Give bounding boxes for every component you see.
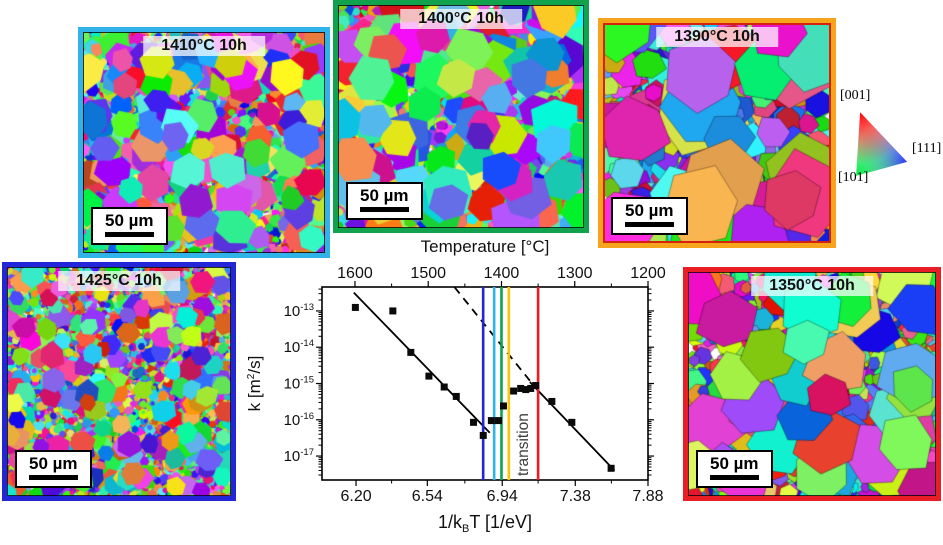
data-point — [407, 348, 415, 356]
ebsd-map-panel-1350: 1350°C 10h 50 µm — [683, 267, 941, 501]
panel-temperature-label: 1410°C 10h — [143, 36, 265, 56]
data-point — [495, 417, 503, 425]
data-point — [568, 418, 576, 426]
ebsd-map-panel-1400: 1400°C 10h 50 µm — [333, 0, 589, 233]
transition-annotation: transition — [515, 413, 532, 476]
scale-bar-rule — [29, 475, 78, 480]
scale-bar-rule — [710, 475, 759, 480]
bottom-axis-tick-label: 6.94 — [487, 488, 518, 505]
scale-bar-label: 50 µm — [710, 454, 759, 473]
data-point — [389, 307, 397, 315]
data-point — [517, 384, 525, 392]
bottom-axis-tick-label: 6.20 — [340, 488, 371, 505]
panel-temperature-label: 1425°C 10h — [58, 271, 180, 291]
scale-bar: 50 µm — [15, 450, 92, 488]
top-axis-tick-label: 1300 — [557, 265, 593, 282]
scale-bar-label: 50 µm — [29, 454, 78, 473]
bottom-axis-tick-label: 6.54 — [412, 488, 443, 505]
ebsd-map-panel-1410: 1410°C 10h 50 µm — [78, 27, 330, 258]
scale-bar-rule — [625, 222, 674, 227]
y-axis-tick-label: 10-17 — [284, 447, 314, 465]
y-axis-tick-label: 10-15 — [284, 375, 314, 393]
ipf-color-triangle — [856, 112, 908, 176]
data-point — [532, 382, 540, 390]
ipf-label-111: [111] — [912, 141, 942, 156]
data-point — [452, 392, 460, 400]
y-axis-title: k [m2/s] — [245, 356, 264, 412]
data-point — [479, 431, 487, 439]
data-point — [607, 464, 615, 472]
data-point — [440, 383, 448, 391]
top-axis-title: Temperature [°C] — [421, 237, 550, 256]
arrhenius-fit-line — [353, 291, 491, 434]
y-axis-tick-label: 10-13 — [284, 302, 314, 320]
ipf-label-101: [101] — [838, 170, 869, 185]
top-axis-tick-label: 1600 — [337, 265, 373, 282]
data-point — [499, 402, 507, 410]
scale-bar: 50 µm — [91, 207, 168, 245]
ebsd-map-panel-1425: 1425°C 10h 50 µm — [2, 262, 236, 501]
scale-bar-label: 50 µm — [625, 201, 674, 220]
bottom-axis-title: 1/kBT [1/eV] — [438, 512, 532, 535]
panel-temperature-label: 1400°C 10h — [400, 9, 522, 29]
panel-temperature-label: 1350°C 10h — [751, 276, 873, 296]
scale-bar: 50 µm — [611, 197, 688, 235]
top-axis-tick-label: 1500 — [410, 265, 446, 282]
data-point — [351, 303, 359, 311]
bottom-axis-tick-label: 7.88 — [632, 488, 663, 505]
plot-frame — [321, 286, 649, 481]
scale-bar: 50 µm — [696, 450, 773, 488]
ebsd-map-panel-1390: 1390°C 10h 50 µm — [598, 18, 836, 248]
data-point — [510, 387, 518, 395]
data-point — [548, 397, 556, 405]
scale-bar-label: 50 µm — [105, 211, 154, 230]
panel-temperature-label: 1390°C 10h — [656, 27, 778, 47]
arrhenius-plot: Temperature [°C] 1/kBT [1/eV] k [m2/s] 1600… — [245, 237, 666, 535]
top-axis-tick-label: 1200 — [630, 265, 666, 282]
ipf-label-001: [001] — [840, 88, 871, 103]
top-axis-tick-label: 1400 — [484, 265, 520, 282]
data-point — [487, 417, 495, 425]
arrhenius-fit-line — [529, 381, 616, 472]
scale-bar-rule — [360, 207, 409, 212]
y-axis-tick-label: 10-16 — [284, 411, 314, 429]
scale-bar-label: 50 µm — [360, 186, 409, 205]
bottom-axis-tick-label: 7.38 — [560, 488, 591, 505]
y-axis-tick-label: 10-14 — [284, 338, 314, 356]
data-point — [470, 418, 478, 426]
data-point — [527, 384, 535, 392]
data-point — [522, 386, 530, 394]
data-point — [425, 372, 433, 380]
scale-bar: 50 µm — [346, 182, 423, 220]
scale-bar-rule — [105, 232, 154, 237]
